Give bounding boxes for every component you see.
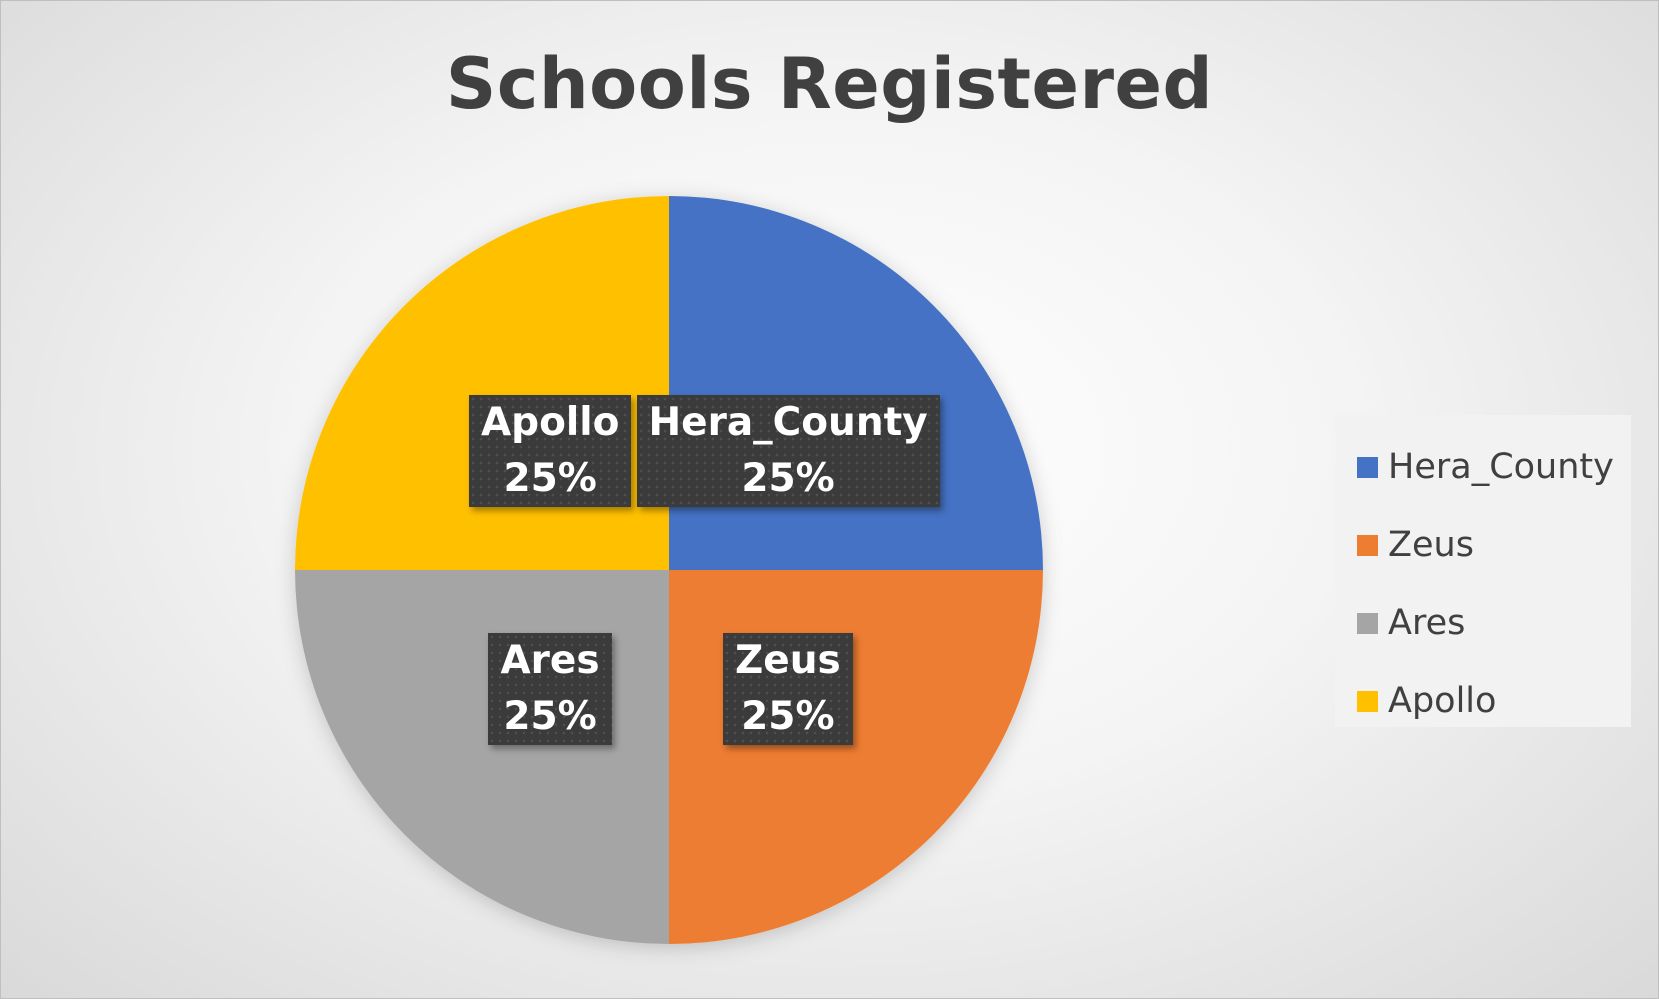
data-label-category: Zeus	[735, 638, 841, 683]
legend-swatch	[1357, 534, 1378, 556]
legend-label: Apollo	[1388, 681, 1497, 721]
data-label-category: Hera_County	[648, 399, 928, 445]
legend-item-ares: Ares	[1357, 603, 1465, 643]
legend-item-hera-county: Hera_County	[1357, 447, 1614, 487]
chart-title: Schools Registered	[445, 43, 1214, 125]
pie-slice-zeus	[669, 570, 1043, 944]
data-label-percent: 25%	[503, 694, 597, 739]
data-label-percent: 25%	[503, 455, 597, 501]
legend-label: Zeus	[1388, 525, 1474, 565]
data-label-percent: 25%	[741, 694, 835, 739]
legend: Hera_County Zeus Ares Apollo	[1335, 415, 1631, 727]
data-label-category: Ares	[500, 638, 600, 683]
data-label-category: Apollo	[480, 399, 620, 445]
data-label-hera-county: Hera_County 25%	[636, 394, 940, 507]
data-label-percent: 25%	[741, 455, 835, 501]
pie-slice-apollo	[295, 196, 669, 570]
pie-slice-ares	[295, 570, 669, 944]
data-label-apollo: Apollo 25%	[468, 394, 632, 507]
data-label-zeus: Zeus 25%	[723, 633, 853, 745]
legend-swatch	[1357, 456, 1378, 478]
legend-swatch	[1357, 690, 1378, 712]
legend-label: Hera_County	[1388, 447, 1614, 487]
legend-label: Ares	[1388, 603, 1466, 643]
legend-item-apollo: Apollo	[1357, 681, 1496, 721]
pie-slice-hera-county	[669, 196, 1043, 570]
legend-item-zeus: Zeus	[1357, 525, 1474, 565]
data-label-ares: Ares 25%	[488, 633, 612, 745]
legend-swatch	[1357, 612, 1378, 634]
